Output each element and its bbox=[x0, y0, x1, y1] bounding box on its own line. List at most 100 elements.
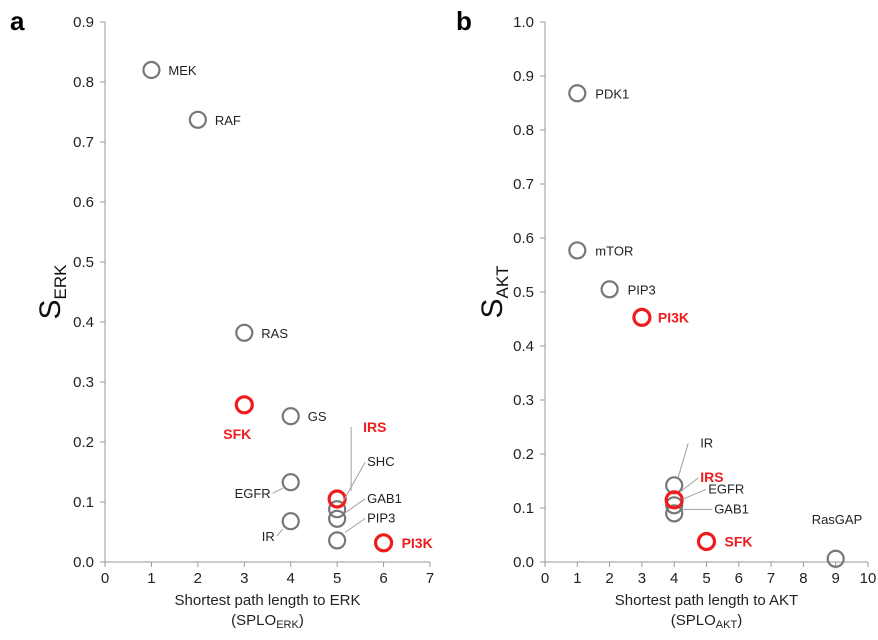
leader-line-pip3 bbox=[344, 517, 366, 533]
y-tick-label: 0.6 bbox=[73, 194, 94, 211]
point-egfr bbox=[281, 473, 300, 492]
x-tick-label: 1 bbox=[147, 570, 155, 587]
x-axis-subtitle-close: ) bbox=[737, 612, 742, 629]
point-irs bbox=[327, 489, 347, 509]
point-pip3 bbox=[600, 280, 619, 299]
leader-line-ir bbox=[677, 443, 689, 478]
point-gab1 bbox=[665, 504, 684, 523]
y-axis-title: SERK bbox=[34, 264, 70, 320]
point-label-irs: IRS bbox=[700, 469, 723, 485]
point-label-mek: MEK bbox=[168, 63, 197, 78]
point-irs bbox=[664, 490, 684, 510]
point-label-irs: IRS bbox=[363, 419, 386, 435]
panel-letter-b: b bbox=[456, 6, 472, 36]
x-tick-label: 3 bbox=[240, 570, 248, 587]
x-axis-subtitle-main: (SPLO bbox=[671, 612, 716, 629]
x-axis-subtitle-close: ) bbox=[299, 612, 304, 629]
x-tick-label: 3 bbox=[638, 570, 646, 587]
x-tick-label: 10 bbox=[860, 570, 877, 587]
panel-a-scatter: a 0.0 0.1 0.2 0.3 0.4 0.5 0.6 0.7 0.8 0.9 0 1 2 3 4 5 6 7 S… bbox=[10, 6, 434, 631]
y-tick-label: 0.1 bbox=[513, 500, 534, 517]
point-label-shc: SHC bbox=[367, 454, 394, 469]
y-tick-label: 0.5 bbox=[73, 254, 94, 271]
y-tick-label: 0.4 bbox=[513, 338, 534, 355]
x-tick-label: 6 bbox=[379, 570, 387, 587]
point-ir bbox=[281, 512, 300, 531]
x-axis-subtitle-sub: ERK bbox=[276, 619, 299, 631]
x-tick-label: 5 bbox=[333, 570, 341, 587]
panel-b-scatter: b 0.0 0.1 0.2 0.3 0.4 0.5 0.6 0.7 0.8 0.9 1.0 0 1 2 3 4 5… bbox=[456, 6, 876, 631]
y-axis-title-main: S bbox=[34, 299, 67, 319]
point-label-raf: RAF bbox=[215, 113, 241, 128]
x-tick-label: 1 bbox=[573, 570, 581, 587]
y-tick-label: 0.0 bbox=[73, 554, 94, 571]
x-axis-subtitle: (SPLOAKT) bbox=[671, 612, 742, 631]
point-label-sfk: SFK bbox=[725, 533, 753, 549]
leader-line-egfr bbox=[682, 488, 707, 500]
point-pi3k bbox=[632, 307, 652, 327]
y-axis-title: SAKT bbox=[476, 265, 512, 318]
y-axis-title-sub: ERK bbox=[51, 264, 70, 300]
x-tick-label: 2 bbox=[605, 570, 613, 587]
x-tick-label: 9 bbox=[832, 570, 840, 587]
y-axis-title-sub: AKT bbox=[493, 265, 512, 298]
leader-line-egfr bbox=[272, 487, 283, 494]
y-tick-label: 0.3 bbox=[513, 392, 534, 409]
point-label-egfr: EGFR bbox=[708, 481, 744, 496]
point-label-egfr: EGFR bbox=[235, 486, 271, 501]
point-shc bbox=[328, 500, 347, 519]
point-label-ir: IR bbox=[262, 529, 275, 544]
point-sfk bbox=[696, 531, 717, 552]
y-tick-label: 0.0 bbox=[513, 554, 534, 571]
y-tick-label: 0.9 bbox=[73, 14, 94, 31]
x-axis-title: Shortest path length to ERK bbox=[175, 592, 361, 609]
panel-letter-a: a bbox=[10, 6, 25, 36]
x-tick-label: 4 bbox=[670, 570, 678, 587]
point-label-sfk: SFK bbox=[223, 426, 251, 442]
x-axis-title: Shortest path length to AKT bbox=[615, 592, 798, 609]
leader-line-ir bbox=[276, 528, 284, 537]
x-tick-label: 7 bbox=[426, 570, 434, 587]
x-tick-label: 0 bbox=[541, 570, 549, 587]
point-label-pdk1: PDK1 bbox=[595, 86, 629, 101]
y-tick-label: 0.7 bbox=[513, 176, 534, 193]
leader-line-shc bbox=[342, 461, 366, 502]
x-tick-label: 0 bbox=[101, 570, 109, 587]
point-raf bbox=[188, 110, 207, 129]
y-tick-label: 0.7 bbox=[73, 134, 94, 151]
y-tick-label: 0.2 bbox=[513, 446, 534, 463]
point-mek bbox=[142, 60, 161, 80]
point-ras bbox=[235, 323, 254, 342]
point-gs bbox=[281, 407, 300, 426]
x-tick-label: 4 bbox=[287, 570, 295, 587]
point-label-gs: GS bbox=[308, 409, 327, 424]
point-label-pip3: PIP3 bbox=[628, 282, 656, 297]
point-label-gab1: GAB1 bbox=[714, 501, 749, 516]
y-tick-label: 0.9 bbox=[513, 68, 534, 85]
point-pip3 bbox=[328, 531, 347, 550]
point-label-rasgap: RasGAP bbox=[812, 512, 863, 527]
point-label-ir: IR bbox=[700, 435, 713, 450]
x-tick-label: 7 bbox=[767, 570, 775, 587]
point-label-pi3k: PI3K bbox=[402, 535, 433, 551]
x-axis-subtitle: (SPLOERK) bbox=[231, 612, 304, 631]
point-label-gab1: GAB1 bbox=[367, 491, 402, 506]
y-tick-label: 0.8 bbox=[73, 74, 94, 91]
x-tick-label: 5 bbox=[702, 570, 710, 587]
x-tick-label: 2 bbox=[194, 570, 202, 587]
y-tick-label: 0.3 bbox=[73, 374, 94, 391]
y-tick-label: 0.2 bbox=[73, 434, 94, 451]
point-label-pi3k: PI3K bbox=[658, 309, 689, 325]
y-tick-label: 0.1 bbox=[73, 494, 94, 511]
y-tick-label: 1.0 bbox=[513, 14, 534, 31]
y-tick-label: 0.8 bbox=[513, 122, 534, 139]
leader-line-gab1 bbox=[344, 498, 366, 514]
x-axis-subtitle-sub: AKT bbox=[716, 619, 738, 631]
x-axis-subtitle-main: (SPLO bbox=[231, 612, 276, 629]
y-tick-label: 0.5 bbox=[513, 284, 534, 301]
y-tick-label: 0.4 bbox=[73, 314, 94, 331]
point-pdk1 bbox=[568, 84, 587, 103]
point-label-mtor: mTOR bbox=[595, 243, 633, 258]
x-tick-label: 8 bbox=[799, 570, 807, 587]
